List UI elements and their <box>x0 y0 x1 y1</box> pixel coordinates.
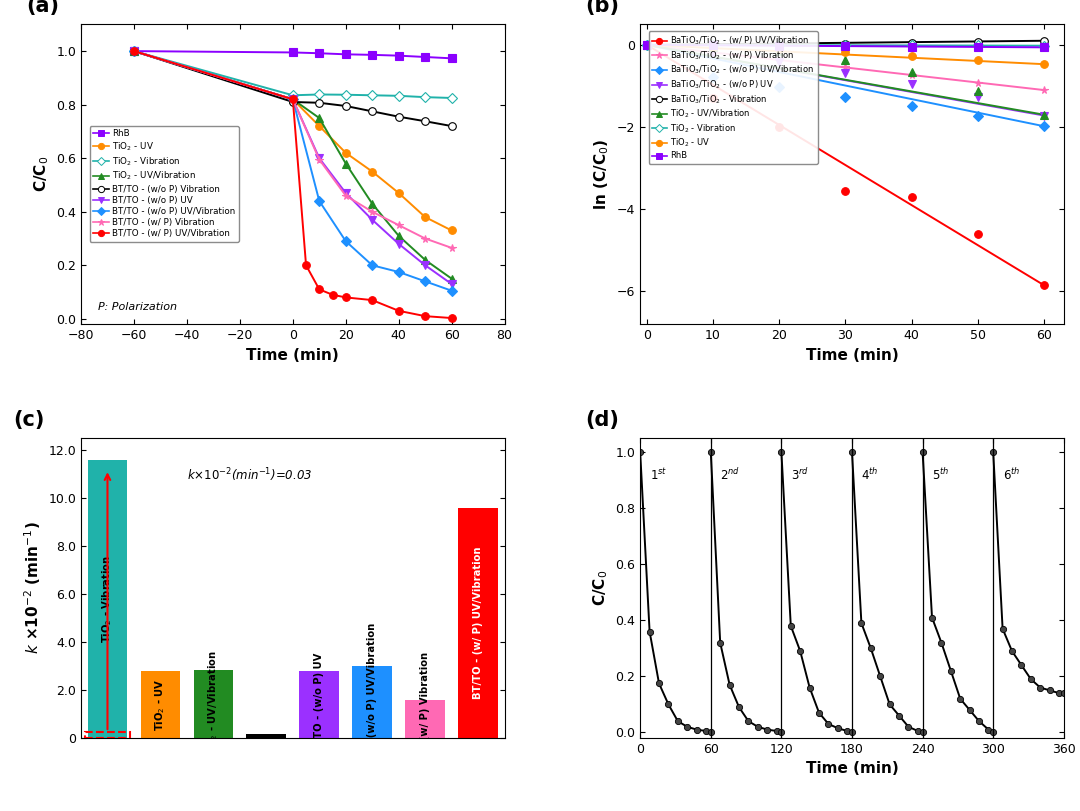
Bar <box>405 700 445 738</box>
Text: 1$^{st}$: 1$^{st}$ <box>649 467 667 483</box>
Text: BT/TO - (w/ P) Vibration: BT/TO - (w/ P) Vibration <box>420 652 430 785</box>
Text: TiO$_2$ - UV/Vibration: TiO$_2$ - UV/Vibration <box>206 650 220 757</box>
Text: (c): (c) <box>13 410 44 430</box>
X-axis label: Time (min): Time (min) <box>246 348 339 363</box>
Text: 3$^{rd}$: 3$^{rd}$ <box>791 466 809 483</box>
Y-axis label: C/C$_0$: C/C$_0$ <box>591 570 610 606</box>
Text: (d): (d) <box>585 410 619 430</box>
Text: BT/TO - (w/o P) UV/Vibration: BT/TO - (w/o P) UV/Vibration <box>367 622 377 782</box>
Text: BT/TO - (w/ P) UV/Vibration: BT/TO - (w/ P) UV/Vibration <box>473 547 483 699</box>
Text: 6$^{th}$: 6$^{th}$ <box>1002 466 1021 483</box>
Y-axis label: ln (C/C$_0$): ln (C/C$_0$) <box>593 139 611 210</box>
Text: TiO$_2$ - Vibration: TiO$_2$ - Vibration <box>100 555 114 643</box>
Legend: BaTiO$_3$/TiO$_2$ - (w/ P) UV/Vibration, BaTiO$_3$/TiO$_2$ - (w/ P) Vibration, B: BaTiO$_3$/TiO$_2$ - (w/ P) UV/Vibration,… <box>649 32 818 164</box>
Bar <box>299 671 339 738</box>
Text: 5$^{th}$: 5$^{th}$ <box>932 466 949 483</box>
Text: BT/TO - (w/o P) Vibration: BT/TO - (w/o P) Vibration <box>261 666 271 806</box>
Text: TiO$_2$ - UV: TiO$_2$ - UV <box>153 678 167 731</box>
Text: P: Polarization: P: Polarization <box>98 303 177 312</box>
Bar <box>85 732 130 738</box>
X-axis label: Time (min): Time (min) <box>806 762 899 776</box>
Bar <box>246 735 286 738</box>
Text: $k×10^{-2}$(min$^{-1}$)=0.03: $k×10^{-2}$(min$^{-1}$)=0.03 <box>187 466 312 484</box>
Legend: RhB, TiO$_2$ - UV, TiO$_2$ - Vibration, TiO$_2$ - UV/Vibration, BT/TO - (w/o P) : RhB, TiO$_2$ - UV, TiO$_2$ - Vibration, … <box>90 126 239 242</box>
Text: 4$^{th}$: 4$^{th}$ <box>862 466 879 483</box>
Text: (a): (a) <box>26 0 59 16</box>
Text: (b): (b) <box>585 0 619 16</box>
Y-axis label: $k$ ×10$^{-2}$ (min$^{-1}$): $k$ ×10$^{-2}$ (min$^{-1}$) <box>22 521 43 654</box>
Bar <box>458 508 498 738</box>
Text: 2$^{nd}$: 2$^{nd}$ <box>720 466 740 483</box>
Bar <box>352 666 392 738</box>
Y-axis label: C/C$_0$: C/C$_0$ <box>32 157 51 192</box>
X-axis label: Time (min): Time (min) <box>806 348 899 363</box>
Bar <box>140 671 180 738</box>
Bar <box>87 460 127 738</box>
Bar <box>193 670 233 738</box>
Text: BT/TO - (w/o P) UV: BT/TO - (w/o P) UV <box>314 653 324 756</box>
